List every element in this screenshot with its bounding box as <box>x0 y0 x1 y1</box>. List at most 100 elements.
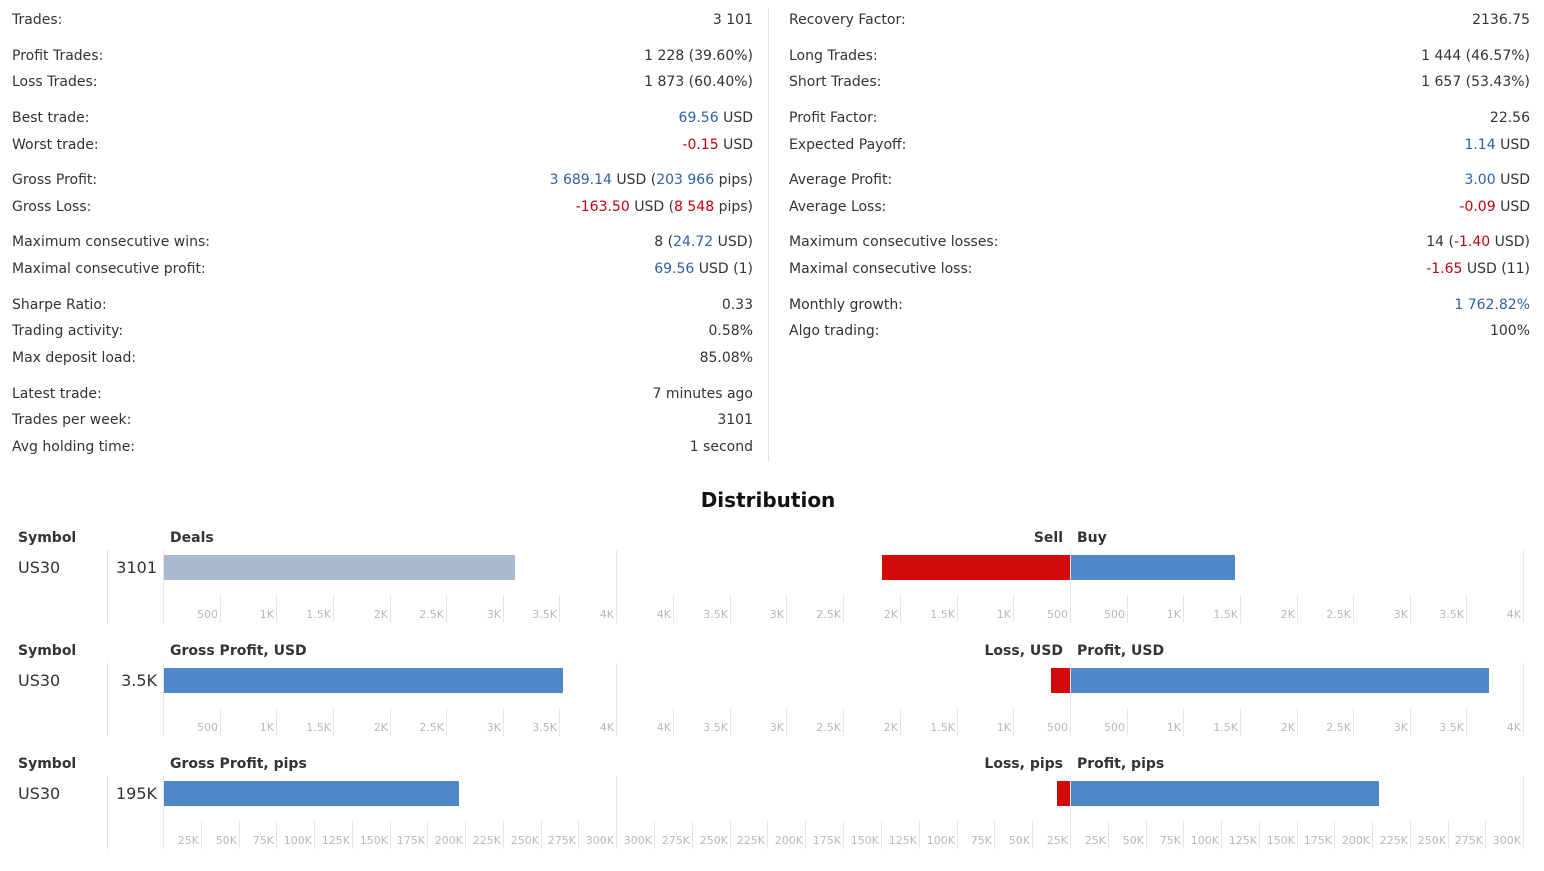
stat-value: 1 second <box>690 435 753 459</box>
grid-line <box>559 708 560 736</box>
buy-bar <box>1071 555 1235 580</box>
stat-value-part: -0.09 <box>1459 199 1496 215</box>
tick-label: 275K <box>1454 834 1483 847</box>
grid-line <box>503 595 504 623</box>
stat-row: Sharpe Ratio: 0.33 <box>12 293 753 317</box>
grid-line <box>767 821 768 849</box>
grid-line <box>333 595 334 623</box>
tick-label: 50K <box>1122 834 1144 847</box>
grid-line <box>239 821 240 849</box>
tick-label: 1K <box>996 721 1011 734</box>
tick-label: 2.5K <box>419 721 444 734</box>
stat-value-part: 1 444 (46.57%) <box>1421 48 1530 64</box>
tick-label: 250K <box>1417 834 1446 847</box>
distribution-title: Distribution <box>700 488 836 512</box>
grid-line <box>1259 821 1260 849</box>
tick-label: 225K <box>472 834 501 847</box>
tick-label: 75K <box>970 834 992 847</box>
stat-label: Latest trade: <box>12 386 102 402</box>
grid-line <box>276 821 277 849</box>
stat-value: 3 689.14 USD (203 966 pips) <box>550 168 753 192</box>
symbol-divider <box>107 663 108 736</box>
stat-label: Maximum consecutive losses: <box>789 234 999 250</box>
grid-line <box>220 708 221 736</box>
stat-label: Monthly growth: <box>789 297 903 313</box>
stat-label: Trades per week: <box>12 412 132 428</box>
tick-label: 50K <box>1008 834 1030 847</box>
stat-value-part: -1.65 <box>1426 261 1463 277</box>
grid-line <box>843 708 844 736</box>
symbol-header: Symbol <box>18 530 77 546</box>
stat-value-part: 3.00 <box>1464 172 1496 188</box>
distribution-axis: 25K 50K 75K 100K 125K 150K 175K 200K 225K 250K 275… <box>0 756 1544 871</box>
distribution-panel: 25K 50K 75K 100K 125K 150K 175K 200K 225K 250K 275… <box>0 756 1544 871</box>
grid-line <box>352 821 353 849</box>
stat-value-part: -1.40 <box>1453 234 1491 250</box>
grid-line <box>314 821 315 849</box>
grid-line <box>1410 595 1411 623</box>
tick-label: 3K <box>1393 721 1408 734</box>
stat-row: Profit Factor: 22.56 <box>789 106 1530 130</box>
tick-label: 3K <box>1393 608 1408 621</box>
grid-line <box>1297 821 1298 849</box>
tick-label: 1.5K <box>930 608 955 621</box>
stat-value-part: 1 762.82% <box>1454 297 1530 313</box>
grid-line <box>994 821 995 849</box>
stat-row: Maximum consecutive losses: 14 (-1.40 USD… <box>789 230 1530 254</box>
grid-line <box>1353 595 1354 623</box>
grid-line <box>881 821 882 849</box>
grid-line <box>446 595 447 623</box>
tick-label: 500 <box>1047 721 1068 734</box>
symbol-name: US30 <box>18 558 61 577</box>
grid-line <box>805 821 806 849</box>
grid-line <box>1466 595 1467 623</box>
stat-label: Average Profit: <box>789 172 893 188</box>
distribution-panel: 500 1K 1.5K 2K 2.5K 3K 3.5K 4K 4K 3.5K 3K 2.5K 2K 1.5… <box>0 643 1544 758</box>
grid-line <box>465 821 466 849</box>
tick-label: 500 <box>197 721 218 734</box>
grid-line <box>654 821 655 849</box>
stat-value: 7 minutes ago <box>652 382 753 406</box>
tick-label: 275K <box>547 834 576 847</box>
stat-row: Worst trade: -0.15 USD <box>12 133 753 157</box>
tick-label: 1.5K <box>1213 608 1238 621</box>
grid-line <box>786 595 787 623</box>
grid-line <box>1448 821 1449 849</box>
stat-value: 3.00 USD <box>1464 168 1530 192</box>
tick-label: 3K <box>769 721 784 734</box>
tick-label: 175K <box>1303 834 1332 847</box>
tick-label: 2K <box>883 721 898 734</box>
stat-value: 8 (24.72 USD) <box>654 230 753 254</box>
stat-value: 0.58% <box>709 319 753 343</box>
tick-label: 2K <box>1280 721 1295 734</box>
stat-label: Algo trading: <box>789 323 880 339</box>
tick-label: 1.5K <box>306 608 331 621</box>
symbol-total: 195K <box>115 784 157 803</box>
sell-bar <box>1051 668 1070 693</box>
stat-value-part: 1 second <box>689 439 753 455</box>
stat-row: Best trade: 69.56 USD <box>12 106 753 130</box>
tick-label: 4K <box>1506 721 1521 734</box>
tick-label: 300K <box>585 834 614 847</box>
stat-row: Algo trading: 100% <box>789 319 1530 343</box>
stat-value: 0.33 <box>722 293 753 317</box>
stat-value: -1.65 USD (11) <box>1426 257 1530 281</box>
grid-line <box>1146 821 1147 849</box>
stat-value: 1 444 (46.57%) <box>1421 44 1530 68</box>
stat-label: Worst trade: <box>12 137 99 153</box>
grid-line <box>1466 708 1467 736</box>
tick-label: 225K <box>1379 834 1408 847</box>
tick-label: 175K <box>812 834 841 847</box>
tick-label: 50K <box>215 834 237 847</box>
tick-label: 3.5K <box>703 608 728 621</box>
grid-line <box>1032 821 1033 849</box>
grid-line <box>1070 550 1071 623</box>
grid-line <box>673 595 674 623</box>
distribution-axis: 500 1K 1.5K 2K 2.5K 3K 3.5K 4K 4K 3.5K 3K 2.5K 2K 1.5… <box>0 643 1544 758</box>
stat-value: -0.15 USD <box>682 133 753 157</box>
tick-label: 250K <box>699 834 728 847</box>
stat-row: Average Profit: 3.00 USD <box>789 168 1530 192</box>
stat-value-part: USD <box>1495 137 1530 153</box>
stat-value-part: pips) <box>714 172 753 188</box>
stat-label: Gross Loss: <box>12 199 92 215</box>
